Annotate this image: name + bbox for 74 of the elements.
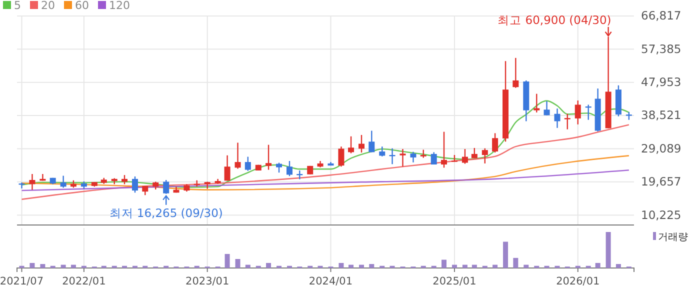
candlestick	[564, 113, 570, 130]
candlestick	[512, 57, 519, 88]
candlestick	[348, 136, 354, 154]
candlestick	[286, 160, 292, 177]
candlestick	[534, 93, 540, 114]
candlestick	[379, 146, 386, 158]
candlestick	[276, 162, 282, 174]
candlestick	[358, 134, 365, 154]
bar	[245, 264, 250, 268]
line-series	[21, 169, 630, 192]
bar	[503, 242, 508, 268]
bar	[524, 264, 529, 268]
y-tick-label: 57,385	[641, 42, 682, 56]
bar	[442, 260, 446, 268]
line-series	[21, 124, 630, 200]
bar	[266, 262, 272, 268]
legend-label: 120	[109, 0, 130, 12]
candlestick	[266, 144, 272, 170]
candlestick	[430, 152, 437, 166]
bar	[338, 262, 344, 268]
y-tick-label: 66,817	[641, 8, 682, 23]
bar	[40, 264, 46, 268]
bar	[369, 264, 374, 268]
y-tick-label: 47,953	[641, 75, 682, 90]
x-tick-label: 2022/01	[62, 275, 106, 288]
bar	[359, 264, 364, 268]
bar	[452, 264, 457, 268]
candlestick	[492, 132, 498, 154]
candlestick	[60, 175, 66, 188]
bar	[472, 264, 477, 268]
candlestick	[410, 151, 416, 163]
candlestick	[368, 130, 375, 153]
y-tick-label: 19,657	[641, 174, 682, 189]
candlestick	[204, 181, 210, 190]
candlestick	[574, 100, 581, 125]
bar	[616, 264, 621, 268]
candlestick	[234, 142, 241, 170]
bar	[235, 259, 240, 268]
legend-label: 5	[14, 0, 21, 12]
x-tick-label: 2026/01	[556, 275, 600, 288]
bar	[60, 264, 66, 268]
candlestick	[544, 100, 550, 116]
candlestick	[554, 108, 560, 129]
candlestick	[338, 146, 344, 168]
candlestick	[132, 176, 138, 194]
x-tick-label: 2024/01	[308, 275, 353, 288]
bar	[224, 254, 230, 268]
annotation: 최고 60,900 (04/30)	[498, 12, 612, 27]
y-tick-label: 10,225	[641, 208, 682, 222]
y-tick-label: 38,521	[641, 108, 682, 122]
y-tick-label: 29,089	[641, 141, 682, 156]
candlestick	[462, 148, 468, 164]
x-tick-label: 2023/01	[186, 275, 230, 288]
bar	[606, 232, 611, 268]
bar	[30, 262, 35, 268]
bar	[348, 264, 354, 268]
candlestick	[244, 156, 251, 172]
bar	[492, 264, 498, 268]
candlestick	[163, 179, 170, 194]
legend-label: 거래량	[658, 232, 688, 243]
legend-label: 20	[41, 0, 55, 12]
bar	[462, 264, 468, 268]
candlestick	[441, 131, 447, 168]
x-tick-label: 2025/01	[432, 275, 476, 288]
candlestick	[224, 154, 230, 182]
candlestick	[400, 148, 406, 168]
candlestick	[29, 173, 36, 190]
legend-label: 60	[75, 0, 89, 12]
bar	[70, 264, 76, 268]
bar	[513, 258, 518, 268]
annotation: 최저 16,265 (09/30)	[109, 206, 223, 220]
bar	[595, 262, 600, 268]
candlestick	[482, 148, 488, 164]
x-tick-label: 2021/07	[0, 275, 44, 288]
